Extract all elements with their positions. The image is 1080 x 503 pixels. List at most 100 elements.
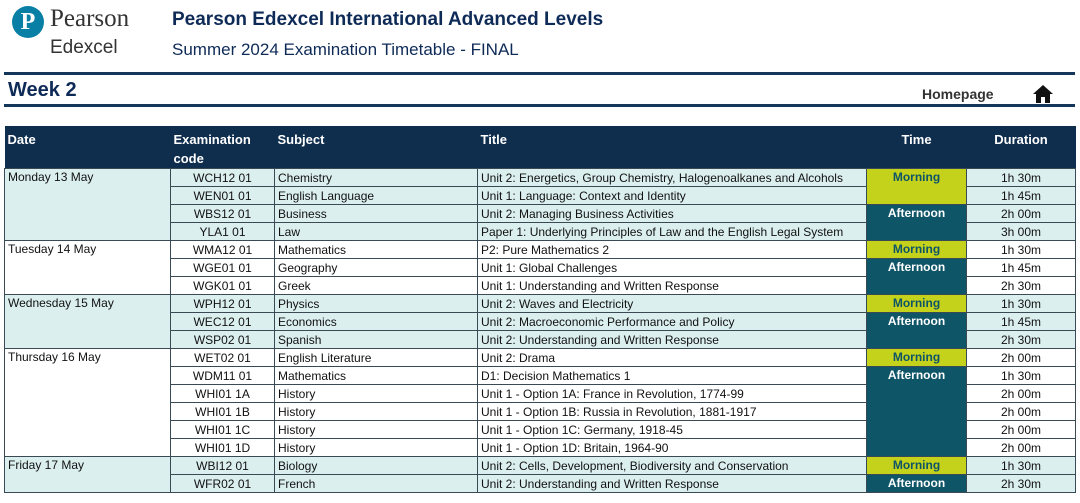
duration-cell: 1h 30m [966,456,1076,475]
title-cell: Unit 1 - Option 1D: Britain, 1964-90 [477,438,867,457]
title-cell: Unit 1 - Option 1C: Germany, 1918-45 [477,420,867,439]
table-row: WGE01 01 Geography Unit 1: Global Challeng… [5,258,1076,295]
table-row: WEN01 01 English Language Unit 1: Language… [5,186,1076,205]
timetable: Date Examination code Subject Title Time Dura… [4,126,1076,493]
subject-cell: English Literature [274,348,478,367]
duration-cell: 2h 30m [966,330,1076,349]
subject-cell: Biology [274,456,478,475]
subtitle: Summer 2024 Examination Timetable - FINA… [172,40,519,59]
date-cell: Monday 13 May [4,168,171,241]
column-header: Subject [274,126,478,169]
duration-cell: 1h 30m [966,240,1076,259]
duration-cell: 2h 00m [966,204,1076,223]
duration-cell: 2h 00m [966,348,1076,367]
table-row: WHI01 1A History Unit 1 - Option 1A: Franc… [5,384,1076,403]
table-row: Wednesday 15 May WPH12 01 Physics Unit 2: W… [4,294,1076,349]
table-row: WHI01 1D History Unit 1 - Option 1D: Brita… [5,438,1076,457]
title-cell: Unit 1 - Option 1B: Russia in Revolution… [477,402,867,421]
subject-cell: Geography [274,258,478,277]
duration-cell: 1h 30m [966,366,1076,385]
time-cell: Morning [866,294,967,313]
duration-cell: 2h 00m [966,438,1076,457]
subject-cell: English Language [274,186,478,205]
code-cell: WSP02 01 [170,330,275,349]
time-cell: Afternoon [866,312,967,349]
table-row: WSP02 01 Spanish Unit 2: Understanding and… [5,330,1076,349]
title-cell: Unit 2: Cells, Development, Biodiversity… [477,456,867,475]
header-row: Date Examination code Subject Title Time Dura… [4,126,1076,169]
subject-cell: French [274,474,478,493]
subject-cell: History [274,384,478,403]
date-cell: Wednesday 15 May [4,294,171,349]
date-cell: Friday 17 May [4,456,171,493]
subject-cell: Mathematics [274,366,478,385]
time-cell: Morning [866,456,967,475]
title-cell: Unit 2: Drama [477,348,867,367]
title-cell: Unit 2: Macroeconomic Performance and Po… [477,312,867,331]
title-cell: Unit 2: Waves and Electricity [477,294,867,313]
duration-cell: 2h 30m [966,276,1076,295]
code-cell: WEN01 01 [170,186,275,205]
code-cell: WHI01 1A [170,384,275,403]
column-header: Duration [966,126,1076,169]
subject-cell: Chemistry [274,168,478,187]
date-cell: Tuesday 14 May [4,240,171,295]
code-cell: WBS12 01 [170,204,275,223]
subject-cell: Physics [274,294,478,313]
homepage-link[interactable]: Homepage [922,86,994,102]
logo-icon: P [12,6,44,38]
table-row: WHI01 1B History Unit 1 - Option 1B: Russi… [5,402,1076,421]
subject-cell: Greek [274,276,478,295]
duration-cell: 3h 00m [966,222,1076,241]
subject-cell: History [274,420,478,439]
title-cell: Unit 2: Understanding and Written Respon… [477,474,867,493]
duration-cell: 1h 30m [966,168,1076,187]
table-row: Tuesday 14 May WMA12 01 Mathematics P2: Pur… [4,240,1076,295]
title-cell: Unit 2: Managing Business Activities [477,204,867,223]
logo-brand: Pearson [50,5,130,32]
code-cell: WGK01 01 [170,276,275,295]
home-icon[interactable] [1032,84,1054,104]
title-cell: Unit 2: Energetics, Group Chemistry, Hal… [477,168,867,187]
table-row: Friday 17 May WBI12 01 Biology Unit 2: Cell… [4,456,1076,493]
time-cell: Afternoon [866,474,967,493]
subject-cell: History [274,438,478,457]
code-cell: WHI01 1C [170,420,275,439]
code-cell: WMA12 01 [170,240,275,259]
date-cell: Thursday 16 May [4,348,171,457]
duration-cell: 2h 00m [966,384,1076,403]
duration-cell: 1h 45m [966,186,1076,205]
title-cell: D1: Decision Mathematics 1 [477,366,867,385]
title-cell: Unit 1: Global Challenges [477,258,867,277]
title-cell: Unit 2: Understanding and Written Respon… [477,330,867,349]
time-cell: Morning [866,348,967,367]
subject-cell: Business [274,204,478,223]
table-row: WFR02 01 French Unit 2: Understanding and … [5,474,1076,493]
code-cell: WDM11 01 [170,366,275,385]
subject-cell: History [274,402,478,421]
week-label: Week 2 [8,79,77,101]
table-row: Monday 13 May WCH12 01 Chemistry Unit 2: En… [4,168,1076,241]
code-cell: WCH12 01 [170,168,275,187]
divider [4,104,1075,107]
code-cell: WBI12 01 [170,456,275,475]
title: Pearson Edexcel International Advanced L… [172,9,604,30]
code-cell: WGE01 01 [170,258,275,277]
subject-cell: Law [274,222,478,241]
duration-cell: 1h 45m [966,258,1076,277]
code-cell: WPH12 01 [170,294,275,313]
code-cell: WFR02 01 [170,474,275,493]
subject-cell: Spanish [274,330,478,349]
duration-cell: 1h 45m [966,312,1076,331]
logo-sub: Edexcel [50,37,118,58]
title-cell: Unit 1 - Option 1A: France in Revolution… [477,384,867,403]
subject-cell: Mathematics [274,240,478,259]
code-cell: WHI01 1B [170,402,275,421]
code-cell: WHI01 1D [170,438,275,457]
title-cell: Paper 1: Underlying Principles of Law an… [477,222,867,241]
subject-cell: Economics [274,312,478,331]
title-cell: Unit 1: Understanding and Written Respon… [477,276,867,295]
column-header: Title [477,126,867,169]
table-row: WGK01 01 Greek Unit 1: Understanding and W… [5,276,1076,295]
code-cell: YLA1 01 [170,222,275,241]
